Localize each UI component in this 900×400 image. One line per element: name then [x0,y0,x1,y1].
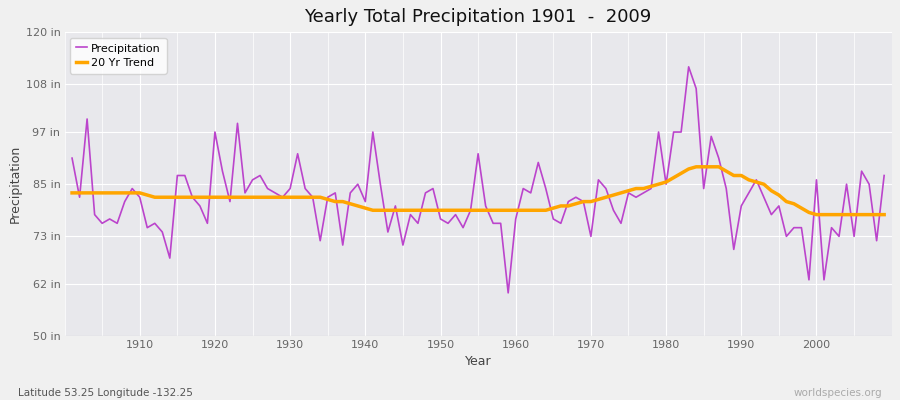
Text: Latitude 53.25 Longitude -132.25: Latitude 53.25 Longitude -132.25 [18,388,193,398]
Precipitation [292,151,303,156]
20 Yr Trend [67,190,77,195]
Precipitation [510,216,521,221]
Y-axis label: Precipitation: Precipitation [8,145,22,223]
Legend: Precipitation, 20 Yr Trend: Precipitation, 20 Yr Trend [70,38,166,74]
Precipitation [878,173,889,178]
Line: 20 Yr Trend: 20 Yr Trend [72,167,884,215]
Precipitation [503,290,514,295]
20 Yr Trend [600,195,611,200]
Precipitation [683,64,694,69]
20 Yr Trend [503,208,514,213]
Title: Yearly Total Precipitation 1901  -  2009: Yearly Total Precipitation 1901 - 2009 [304,8,652,26]
Text: worldspecies.org: worldspecies.org [794,388,882,398]
20 Yr Trend [338,199,348,204]
Line: Precipitation: Precipitation [72,67,884,293]
20 Yr Trend [127,190,138,195]
Precipitation [338,243,348,248]
20 Yr Trend [878,212,889,217]
20 Yr Trend [510,208,521,213]
X-axis label: Year: Year [464,355,491,368]
Precipitation [67,156,77,160]
Precipitation [127,186,138,191]
Precipitation [608,208,619,213]
20 Yr Trend [691,164,702,169]
20 Yr Trend [811,212,822,217]
Precipitation [518,186,528,191]
20 Yr Trend [292,195,303,200]
